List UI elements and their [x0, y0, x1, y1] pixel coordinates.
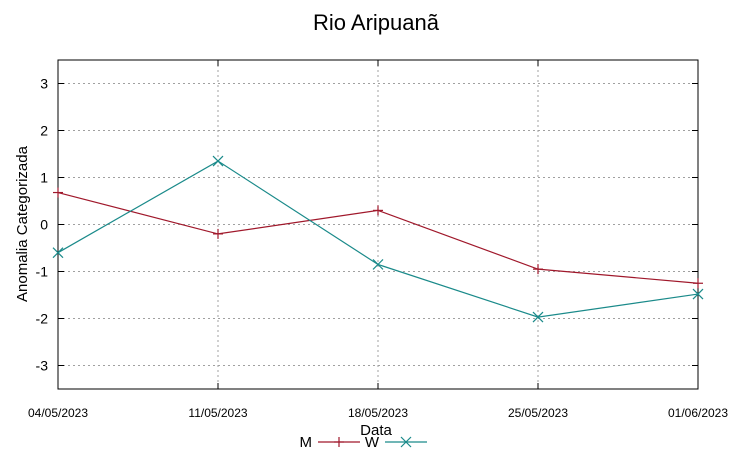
x-tick-label: 25/05/2023 — [508, 406, 568, 420]
data-point-M — [693, 278, 703, 289]
y-axis-ticks: 3 2 1 0 -1 -2 -3 — [36, 76, 698, 374]
x-axis-label: Data — [360, 422, 392, 439]
x-axis-ticks: 04/05/2023 11/05/2023 18/05/2023 25/05/2023… — [28, 60, 728, 420]
y-tick-label: -1 — [36, 264, 49, 280]
x-tick-label: 18/05/2023 — [348, 406, 408, 420]
x-tick-label: 11/05/2023 — [188, 406, 247, 420]
legend-marker-M — [334, 437, 344, 447]
y-tick-label: 0 — [40, 217, 48, 233]
y-tick-label: -2 — [36, 311, 49, 327]
legend-label-W: W — [365, 434, 380, 451]
x-tick-label: 01/06/2023 — [668, 406, 728, 420]
data-point-M — [213, 228, 223, 239]
data-point-M — [53, 187, 63, 198]
legend-marker-W — [400, 436, 412, 448]
y-tick-label: 1 — [40, 170, 48, 186]
data-point-W — [212, 155, 224, 167]
y-tick-label: 3 — [40, 76, 48, 92]
data-point-W — [532, 311, 544, 323]
x-tick-label: 04/05/2023 — [28, 406, 88, 420]
data-point-M — [373, 205, 383, 216]
data-point-M — [533, 264, 543, 275]
y-tick-label: -3 — [36, 358, 49, 374]
legend-label-M: M — [300, 434, 313, 451]
grid — [58, 60, 698, 389]
data-point-W — [372, 259, 384, 270]
y-tick-label: 2 — [40, 123, 48, 139]
series-line-W — [57, 160, 699, 318]
y-axis-label: Anomalia Categorizada — [14, 145, 31, 302]
series-layer — [52, 155, 704, 323]
data-point-W — [692, 288, 704, 300]
data-point-W — [52, 247, 64, 259]
chart-title: Rio Aripuanã — [313, 10, 440, 35]
